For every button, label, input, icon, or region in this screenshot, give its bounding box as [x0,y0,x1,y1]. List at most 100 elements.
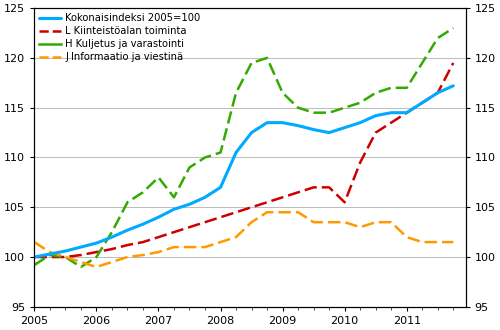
Kokonaisindeksi 2005=100 [78,245,84,249]
J Informaatio ja viestinä [78,260,84,264]
Kokonaisindeksi 2005=100 [109,235,115,239]
H Kuljetus ja varastointi [404,86,409,90]
H Kuljetus ja varastointi [32,263,38,267]
Kokonaisindeksi 2005=100 [404,111,409,115]
Kokonaisindeksi 2005=100 [435,91,441,95]
Kokonaisindeksi 2005=100 [450,84,456,88]
H Kuljetus ja varastointi [94,255,100,259]
L Kiinteistöalan toiminta [342,200,347,204]
L Kiinteistöalan toiminta [357,160,363,164]
Kokonaisindeksi 2005=100 [280,121,285,125]
J Informaatio ja viestinä [124,255,130,259]
L Kiinteistöalan toiminta [109,247,115,251]
H Kuljetus ja varastointi [78,265,84,269]
J Informaatio ja viestinä [94,265,100,269]
L Kiinteistöalan toiminta [47,255,53,259]
J Informaatio ja viestinä [404,235,409,239]
Kokonaisindeksi 2005=100 [171,207,177,211]
H Kuljetus ja varastointi [342,106,347,110]
J Informaatio ja viestinä [233,235,239,239]
Kokonaisindeksi 2005=100 [357,121,363,125]
H Kuljetus ja varastointi [186,165,192,169]
Kokonaisindeksi 2005=100 [372,114,378,118]
L Kiinteistöalan toiminta [156,235,162,239]
Kokonaisindeksi 2005=100 [295,124,301,128]
Line: H Kuljetus ja varastointi: H Kuljetus ja varastointi [34,28,454,267]
L Kiinteistöalan toiminta [388,121,394,125]
J Informaatio ja viestinä [342,220,347,224]
H Kuljetus ja varastointi [280,91,285,95]
J Informaatio ja viestinä [218,240,224,244]
H Kuljetus ja varastointi [47,253,53,257]
Kokonaisindeksi 2005=100 [310,128,316,132]
J Informaatio ja viestinä [156,250,162,254]
J Informaatio ja viestinä [171,245,177,249]
L Kiinteistöalan toiminta [280,195,285,199]
H Kuljetus ja varastointi [372,91,378,95]
J Informaatio ja viestinä [310,220,316,224]
H Kuljetus ja varastointi [388,86,394,90]
L Kiinteistöalan toiminta [310,185,316,189]
Kokonaisindeksi 2005=100 [140,222,146,226]
J Informaatio ja viestinä [62,255,68,259]
J Informaatio ja viestinä [248,220,254,224]
J Informaatio ja viestinä [109,260,115,264]
Line: Kokonaisindeksi 2005=100: Kokonaisindeksi 2005=100 [34,86,454,257]
H Kuljetus ja varastointi [124,200,130,204]
H Kuljetus ja varastointi [62,255,68,259]
Kokonaisindeksi 2005=100 [156,215,162,219]
L Kiinteistöalan toiminta [62,255,68,259]
L Kiinteistöalan toiminta [140,240,146,244]
L Kiinteistöalan toiminta [78,253,84,257]
Kokonaisindeksi 2005=100 [264,121,270,125]
J Informaatio ja viestinä [357,225,363,229]
H Kuljetus ja varastointi [233,91,239,95]
H Kuljetus ja varastointi [248,61,254,65]
J Informaatio ja viestinä [140,253,146,257]
L Kiinteistöalan toiminta [32,255,38,259]
J Informaatio ja viestinä [295,210,301,214]
Legend: Kokonaisindeksi 2005=100, L Kiinteistöalan toiminta, H Kuljetus ja varastointi, : Kokonaisindeksi 2005=100, L Kiinteistöal… [38,11,202,64]
H Kuljetus ja varastointi [202,155,208,159]
Kokonaisindeksi 2005=100 [248,131,254,135]
H Kuljetus ja varastointi [450,26,456,30]
H Kuljetus ja varastointi [295,106,301,110]
L Kiinteistöalan toiminta [372,131,378,135]
H Kuljetus ja varastointi [264,56,270,60]
Kokonaisindeksi 2005=100 [186,202,192,206]
Kokonaisindeksi 2005=100 [124,228,130,232]
Line: L Kiinteistöalan toiminta: L Kiinteistöalan toiminta [34,63,454,257]
L Kiinteistöalan toiminta [435,91,441,95]
H Kuljetus ja varastointi [310,111,316,115]
L Kiinteistöalan toiminta [450,61,456,65]
L Kiinteistöalan toiminta [94,250,100,254]
L Kiinteistöalan toiminta [202,220,208,224]
Kokonaisindeksi 2005=100 [342,126,347,130]
J Informaatio ja viestinä [32,240,38,244]
L Kiinteistöalan toiminta [186,225,192,229]
H Kuljetus ja varastointi [109,230,115,234]
Kokonaisindeksi 2005=100 [94,241,100,245]
Kokonaisindeksi 2005=100 [202,195,208,199]
L Kiinteistöalan toiminta [124,243,130,247]
Kokonaisindeksi 2005=100 [388,111,394,115]
H Kuljetus ja varastointi [156,176,162,180]
H Kuljetus ja varastointi [326,111,332,115]
H Kuljetus ja varastointi [140,190,146,194]
J Informaatio ja viestinä [280,210,285,214]
J Informaatio ja viestinä [372,220,378,224]
Line: J Informaatio ja viestinä: J Informaatio ja viestinä [34,212,454,267]
L Kiinteistöalan toiminta [233,210,239,214]
Kokonaisindeksi 2005=100 [218,185,224,189]
J Informaatio ja viestinä [450,240,456,244]
L Kiinteistöalan toiminta [326,185,332,189]
Kokonaisindeksi 2005=100 [62,249,68,253]
H Kuljetus ja varastointi [419,61,425,65]
H Kuljetus ja varastointi [357,101,363,105]
J Informaatio ja viestinä [264,210,270,214]
Kokonaisindeksi 2005=100 [32,255,38,259]
J Informaatio ja viestinä [388,220,394,224]
L Kiinteistöalan toiminta [419,101,425,105]
J Informaatio ja viestinä [419,240,425,244]
Kokonaisindeksi 2005=100 [326,131,332,135]
